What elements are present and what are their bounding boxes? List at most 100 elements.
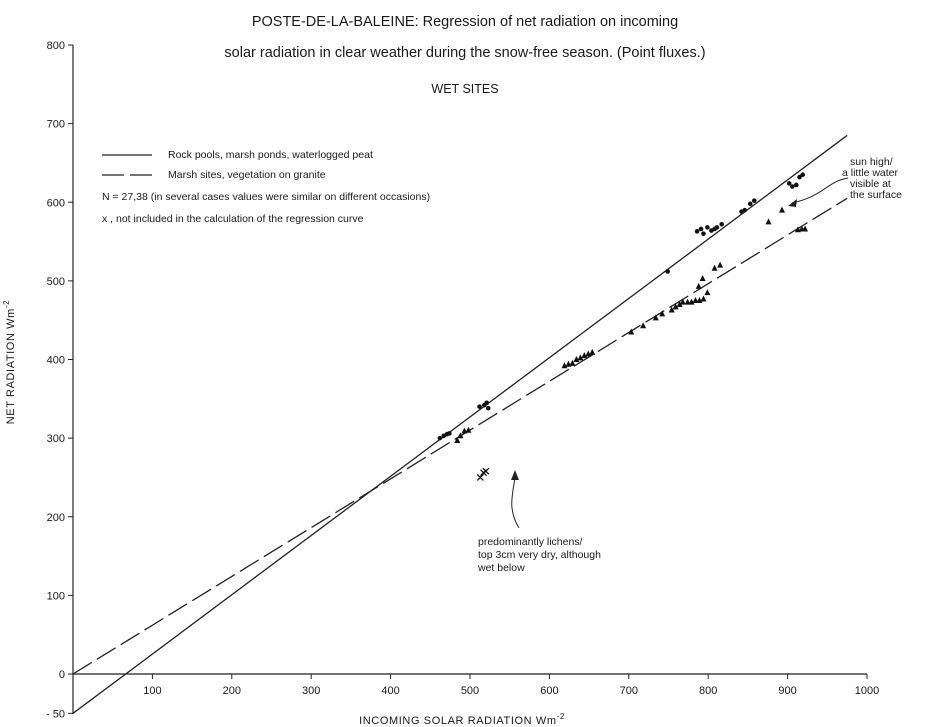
- data-point-circle: [747, 201, 753, 207]
- data-point-circle: [751, 198, 757, 203]
- data-point-triangle: [465, 426, 472, 433]
- data-point-triangle: [688, 298, 695, 305]
- legend: Rock pools, marsh ponds, waterlogged pea…: [102, 149, 430, 225]
- data-point-circle: [800, 172, 805, 178]
- x-tick-label: 800: [699, 685, 717, 697]
- data-point-triangle: [454, 436, 461, 443]
- y-tick-label: 600: [47, 197, 65, 209]
- legend-solid-label: Rock pools, marsh ponds, waterlogged pea…: [168, 149, 373, 161]
- data-point-triangle: [676, 300, 683, 307]
- data-point-triangle: [699, 275, 706, 282]
- annotation-sun-high-line2: a little water: [842, 167, 899, 179]
- y-tick-label: - 50: [46, 708, 65, 720]
- data-point-circle: [447, 431, 452, 436]
- x-tick-label: 900: [778, 685, 796, 697]
- y-tick-label: 300: [47, 433, 65, 445]
- data-point-triangle: [640, 322, 647, 329]
- data-point-circle: [705, 225, 710, 230]
- data-point-triangle: [695, 282, 702, 289]
- y-tick-label: 700: [47, 119, 65, 131]
- data-point-triangle: [573, 356, 580, 362]
- data-point-triangle: [628, 328, 635, 335]
- data-point-triangle: [589, 348, 596, 355]
- x-tick-label: 1000: [855, 685, 879, 697]
- data-point-circle: [790, 184, 795, 189]
- legend-dashed-label: Marsh sites, vegetation on granite: [168, 169, 326, 181]
- data-point-circle: [719, 221, 724, 227]
- chart-title-line1: POSTE-DE-LA-BALEINE: Regression of net r…: [252, 14, 678, 30]
- data-point-circle: [477, 404, 482, 409]
- data-point-triangle: [802, 225, 809, 232]
- annotation-sun-high-arrowhead: [788, 199, 797, 207]
- data-point-circle: [797, 174, 802, 180]
- annotation-sun-high-line3: visible at: [850, 178, 891, 190]
- data-point-triangle: [659, 310, 666, 317]
- annotation-lichens-arrowhead: [511, 470, 519, 480]
- data-points: [437, 172, 809, 481]
- x-tick-label: 600: [540, 685, 558, 697]
- data-point-triangle: [779, 206, 786, 213]
- y-tick-label: 100: [47, 590, 65, 602]
- data-point-triangle: [585, 350, 592, 357]
- annotation-lichens-line3: wet below: [477, 562, 525, 574]
- x-tick-label: 500: [461, 685, 479, 697]
- x-tick-label: 100: [143, 685, 161, 697]
- y-tick-label: 500: [47, 276, 65, 288]
- data-point-circle: [786, 181, 792, 186]
- y-tick-label: 800: [47, 40, 65, 52]
- data-point-triangle: [679, 298, 686, 305]
- annotation-sun-high-arrow: [791, 177, 849, 204]
- data-point-triangle: [696, 297, 703, 304]
- data-point-triangle: [672, 303, 679, 310]
- annotation-lichens-line1: predominantly lichens/: [478, 536, 583, 548]
- annotation-lichens-arrow: [511, 477, 520, 529]
- data-point-triangle: [684, 298, 691, 305]
- data-point-circle: [714, 225, 720, 230]
- data-point-triangle: [652, 314, 659, 321]
- chart-title-line2: solar radiation in clear weather during …: [224, 45, 705, 61]
- data-point-circle: [437, 435, 443, 441]
- data-point-triangle: [692, 297, 699, 304]
- x-tick-label: 400: [381, 685, 399, 697]
- data-point-triangle: [581, 352, 588, 359]
- annotation-lichens-line2: top 3cm very dry, although: [478, 549, 601, 561]
- data-point-triangle: [577, 354, 584, 361]
- data-point-excluded: [482, 467, 490, 475]
- data-point-triangle: [561, 362, 568, 369]
- x-tick-label: 300: [302, 685, 320, 697]
- data-point-circle: [698, 226, 704, 232]
- annotation-lichens: predominantly lichens/ top 3cm very dry,…: [477, 470, 601, 574]
- y-tick-label: 200: [47, 512, 65, 524]
- data-point-triangle: [704, 289, 711, 296]
- data-point-circle: [701, 231, 706, 236]
- data-point-triangle: [457, 432, 464, 439]
- y-tick-label: 0: [59, 669, 65, 681]
- data-point-triangle: [711, 264, 718, 271]
- data-point-triangle: [700, 295, 707, 302]
- data-point-circle: [742, 207, 748, 213]
- legend-excluded-note: x , not included in the calculation of t…: [102, 213, 364, 225]
- annotation-sun-high-line4: the surface: [850, 189, 902, 201]
- data-point-circle: [484, 400, 489, 406]
- x-ticks: 100 200 300 400 500 600 700 800 900 1000: [143, 674, 879, 697]
- y-axis-label: NET RADIATION Wm-2: [2, 300, 17, 424]
- data-point-circle: [694, 229, 700, 234]
- legend-sample-size-note: N = 27,38 (in several cases values were …: [102, 191, 430, 203]
- data-point-triangle: [668, 306, 675, 313]
- data-point-circle: [794, 182, 799, 188]
- data-point-triangle: [717, 261, 724, 268]
- regression-line-solid: [72, 134, 848, 714]
- chart-subtitle: WET SITES: [431, 82, 498, 96]
- data-point-circle: [485, 405, 491, 411]
- data-point-excluded: [476, 473, 484, 481]
- data-point-triangle: [569, 359, 576, 366]
- y-ticks: - 50 0 100 200 300 400 500 600 700 800: [46, 40, 73, 720]
- annotation-sun-high-line1: sun high/: [850, 156, 893, 168]
- x-tick-label: 700: [620, 685, 638, 697]
- y-tick-label: 400: [47, 355, 65, 367]
- x-tick-label: 200: [223, 685, 241, 697]
- data-point-triangle: [765, 218, 772, 225]
- annotation-sun-high: sun high/ a little water visible at the …: [788, 156, 902, 207]
- data-point-circle: [665, 269, 671, 274]
